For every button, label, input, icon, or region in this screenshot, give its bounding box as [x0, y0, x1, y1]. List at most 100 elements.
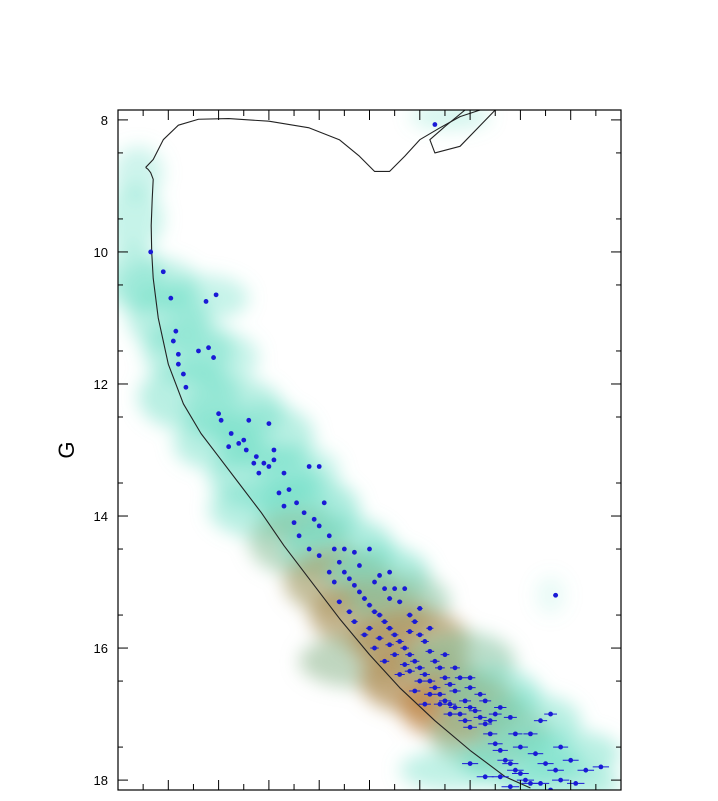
point-marker — [553, 592, 559, 598]
point-marker — [482, 698, 488, 704]
point-marker — [427, 625, 433, 631]
point-marker — [256, 470, 262, 476]
point-marker — [377, 635, 382, 641]
data-point-88 — [473, 714, 487, 720]
data-point-152 — [553, 592, 559, 598]
density-map — [118, 110, 621, 790]
point-marker — [266, 421, 272, 426]
data-point-43 — [361, 596, 368, 601]
point-marker — [387, 642, 393, 648]
data-point-75 — [406, 612, 413, 618]
data-point-129 — [476, 774, 494, 780]
point-marker — [173, 328, 179, 334]
data-point-95 — [507, 767, 524, 773]
data-point-39 — [341, 569, 347, 575]
data-point-4 — [170, 338, 176, 344]
point-marker — [412, 619, 418, 625]
density-blob-35 — [535, 575, 566, 616]
point-marker — [472, 708, 478, 714]
data-point-145 — [291, 520, 297, 526]
point-marker — [352, 619, 357, 625]
data-point-101 — [375, 635, 384, 641]
data-point-16 — [228, 431, 234, 436]
point-marker — [462, 698, 468, 704]
density-blob-33 — [399, 750, 501, 790]
data-point-123 — [592, 764, 610, 770]
point-marker — [392, 652, 398, 658]
density-blob-0 — [118, 146, 164, 200]
point-marker — [432, 685, 438, 691]
point-marker — [387, 569, 393, 575]
point-marker — [528, 731, 533, 737]
y-tick-label: 12 — [94, 377, 108, 392]
data-point-35 — [321, 500, 327, 506]
data-point-117 — [523, 731, 538, 737]
point-marker — [160, 269, 166, 275]
point-marker — [301, 510, 307, 516]
point-marker — [432, 658, 438, 664]
axis-ticks: 8 10 12 14 16 18 — [94, 110, 621, 790]
point-marker — [326, 569, 332, 575]
data-point-135 — [360, 632, 369, 638]
point-marker — [392, 632, 398, 638]
data-point-49 — [390, 632, 399, 638]
point-marker — [326, 533, 332, 539]
data-point-141 — [316, 553, 322, 559]
point-marker — [362, 632, 367, 638]
point-marker — [377, 573, 382, 578]
data-points — [148, 122, 610, 790]
data-point-23 — [266, 464, 272, 469]
point-marker — [422, 701, 428, 707]
data-point-61 — [448, 705, 462, 710]
density-blob-1 — [118, 185, 164, 252]
point-marker — [432, 122, 438, 127]
data-point-41 — [352, 582, 357, 588]
data-point-100 — [365, 625, 374, 631]
point-marker — [452, 688, 458, 694]
point-marker — [226, 444, 232, 450]
point-marker — [467, 761, 473, 766]
point-marker — [213, 292, 219, 298]
point-marker — [336, 559, 342, 565]
data-point-87 — [468, 708, 482, 714]
data-point-108 — [433, 701, 446, 707]
point-marker — [372, 645, 377, 651]
point-marker — [236, 440, 242, 446]
point-marker — [558, 744, 564, 750]
data-point-6 — [175, 361, 181, 367]
data-point-109 — [443, 711, 457, 717]
data-point-27 — [281, 470, 287, 476]
point-marker — [523, 777, 528, 783]
data-point-28 — [286, 487, 292, 493]
point-marker — [467, 675, 473, 681]
point-marker — [548, 711, 553, 717]
point-marker — [311, 516, 317, 522]
point-marker — [467, 724, 473, 730]
point-marker — [507, 784, 513, 790]
data-point-19 — [243, 447, 249, 453]
data-point-163 — [508, 731, 523, 737]
data-point-81 — [435, 665, 445, 671]
data-point-37 — [331, 546, 337, 552]
data-point-57 — [429, 685, 441, 691]
data-point-89 — [478, 721, 492, 727]
data-point-68 — [367, 546, 372, 552]
data-point-155 — [426, 625, 434, 631]
point-marker — [211, 355, 216, 360]
data-point-164 — [527, 751, 544, 757]
point-marker — [402, 662, 408, 667]
data-point-139 — [409, 688, 421, 694]
data-point-112 — [474, 691, 486, 697]
point-marker — [228, 431, 234, 436]
point-marker — [216, 411, 222, 417]
point-marker — [422, 639, 428, 644]
data-point-58 — [434, 691, 446, 697]
point-marker — [573, 780, 579, 786]
point-marker — [183, 384, 189, 390]
data-point-48 — [386, 625, 394, 631]
point-marker — [553, 767, 559, 773]
point-marker — [412, 688, 418, 694]
data-point-29 — [294, 500, 299, 506]
data-point-111 — [464, 685, 476, 691]
point-marker — [507, 761, 513, 766]
